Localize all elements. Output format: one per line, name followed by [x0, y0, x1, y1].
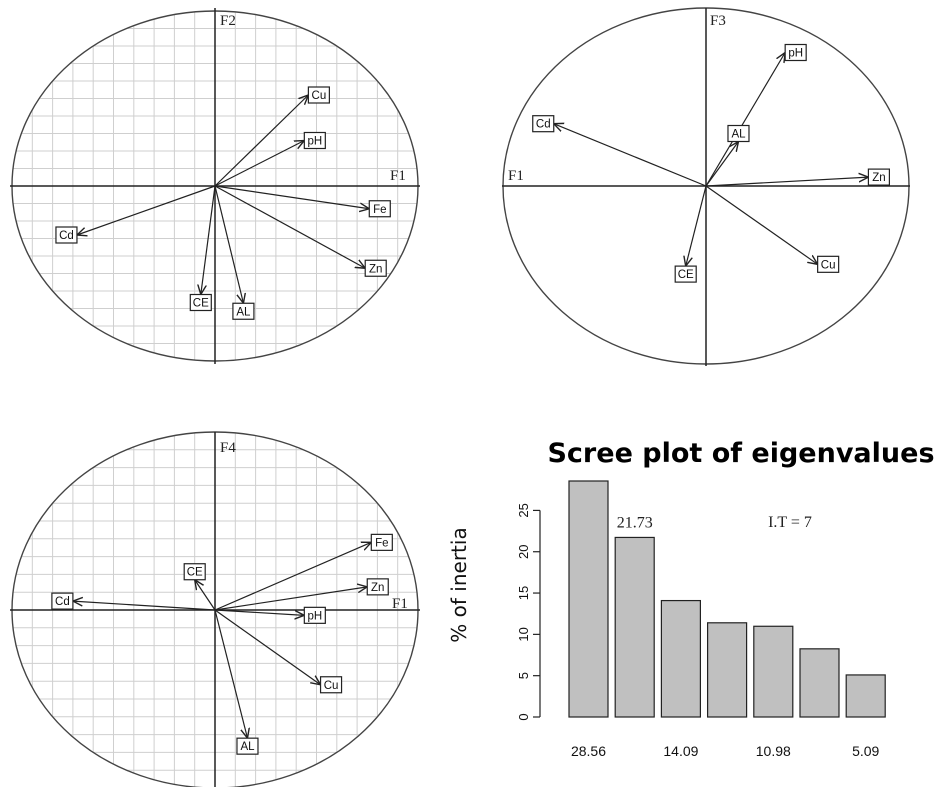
- y-axis-label: % of inertia: [447, 527, 471, 642]
- axis-label-f1: F1: [508, 168, 524, 184]
- variable-vectors: Fe Zn pH CE Cd Cu AL: [51, 533, 393, 755]
- total-inertia-annotation: I.T = 7: [768, 514, 812, 531]
- vector-al: [214, 609, 247, 738]
- variable-label-ph: pH: [307, 136, 322, 148]
- vector-al: [705, 142, 738, 187]
- variable-vectors: Cu pH Fe Zn Cd CE AL: [55, 86, 391, 320]
- vector-fe: [214, 542, 371, 611]
- variable-label-ph: pH: [307, 610, 322, 622]
- chart-title: Scree plot of eigenvalues: [547, 438, 934, 469]
- variable-box-fe: [370, 533, 393, 551]
- axis-label-f1: F1: [392, 596, 408, 612]
- variable-box-cd: [51, 592, 74, 610]
- variable-label-ce: CE: [193, 298, 209, 310]
- variable-label-fe: Fe: [375, 537, 388, 549]
- variable-box-al: [236, 737, 259, 755]
- variable-label-cd: Cd: [59, 230, 74, 242]
- data-labels: 21.73: [617, 514, 653, 531]
- variable-label-zn: Zn: [872, 172, 885, 184]
- y-tick-label: 10: [516, 627, 531, 641]
- variable-box-ce: [189, 293, 212, 312]
- vector-cd: [77, 185, 216, 235]
- variable-label-cu: Cu: [312, 90, 327, 102]
- bar: [845, 674, 886, 718]
- vector-ce: [686, 185, 707, 266]
- variable-label-al: AL: [236, 306, 251, 318]
- vector-cd: [73, 601, 216, 611]
- variable-label-zn: Zn: [371, 582, 384, 594]
- variable-box-cd: [55, 226, 78, 244]
- variable-box-cu: [817, 255, 840, 273]
- vector-al: [214, 185, 243, 303]
- y-tick-label: 0: [516, 713, 531, 720]
- bar: [660, 599, 702, 718]
- variable-label-ph: pH: [788, 48, 803, 60]
- variable-box-fe: [368, 200, 391, 218]
- vector-cu: [214, 609, 321, 685]
- variable-label-zn: Zn: [369, 263, 382, 275]
- x-tick-label: 10.98: [756, 743, 791, 759]
- axis-label-f4: F4: [220, 440, 236, 456]
- vector-fe: [214, 185, 369, 209]
- correlation-circle-f1-f3: F3 F1 pH AL Cd Zn Cu CE: [502, 7, 910, 366]
- x-tick-label: 28.56: [571, 743, 606, 759]
- variable-box-cd: [532, 115, 555, 133]
- bar: [706, 622, 748, 718]
- variable-label-cd: Cd: [536, 119, 551, 131]
- variable-box-ce: [674, 265, 697, 283]
- correlation-circle-f1-f4: F4 F1 Fe Zn pH CE Cd Cu AL: [10, 431, 420, 787]
- variable-box-cu: [307, 86, 330, 104]
- variable-box-al: [727, 124, 750, 143]
- variable-label-al: AL: [240, 741, 255, 753]
- y-tick-label: 5: [516, 672, 531, 679]
- vector-zn: [705, 177, 868, 187]
- y-axis: 0 5 10 15 20 25: [516, 503, 541, 721]
- axis-label-f1: F1: [390, 168, 406, 184]
- vector-cd: [554, 124, 707, 187]
- correlation-circle-f1-f2: F2 F1 Cu pH Fe Zn Cd CE AL: [10, 8, 420, 364]
- variable-label-cu: Cu: [821, 259, 836, 271]
- bar: [799, 648, 840, 718]
- variable-label-fe: Fe: [373, 204, 386, 216]
- y-tick-label: 20: [516, 544, 531, 558]
- variable-vectors: pH AL Cd Zn Cu CE: [532, 43, 891, 283]
- scree-plot: Scree plot of eigenvalues % of inertia 0…: [447, 438, 935, 759]
- vector-ph: [705, 53, 785, 187]
- bar: [568, 480, 609, 718]
- variable-label-ce: CE: [187, 567, 203, 579]
- variable-box-zn: [366, 578, 389, 596]
- variable-box-zn: [867, 168, 891, 186]
- variable-box-al: [232, 302, 255, 320]
- variable-box-zn: [364, 259, 387, 277]
- variable-box-ph: [303, 606, 326, 624]
- category-labels: 28.56 14.09 10.98 5.09: [571, 743, 880, 759]
- x-tick-label: 14.09: [663, 743, 698, 759]
- x-tick-label: 5.09: [852, 743, 879, 759]
- variable-label-cd: Cd: [55, 596, 70, 608]
- variable-label-al: AL: [731, 129, 746, 141]
- vector-ph: [214, 141, 304, 187]
- y-tick-label: 25: [516, 503, 531, 517]
- axis-label-f3: F3: [710, 13, 726, 29]
- vector-cu: [214, 95, 308, 187]
- vector-ph: [214, 609, 304, 615]
- variable-box-ph: [303, 131, 326, 150]
- y-tick-label: 15: [516, 586, 531, 600]
- vector-ce: [201, 185, 216, 295]
- variable-box-ph: [784, 43, 807, 62]
- vector-zn: [214, 185, 365, 268]
- vector-ce: [195, 580, 216, 611]
- variable-label-ce: CE: [678, 269, 694, 281]
- variable-label-cu: Cu: [324, 680, 339, 692]
- variable-box-ce: [183, 563, 206, 581]
- bars: [568, 480, 886, 718]
- vector-cu: [705, 185, 818, 264]
- variable-box-cu: [319, 676, 343, 694]
- axis-label-f2: F2: [220, 13, 236, 29]
- data-label: 21.73: [617, 514, 653, 531]
- bar: [753, 625, 794, 718]
- bar: [614, 536, 655, 718]
- vector-zn: [214, 587, 367, 611]
